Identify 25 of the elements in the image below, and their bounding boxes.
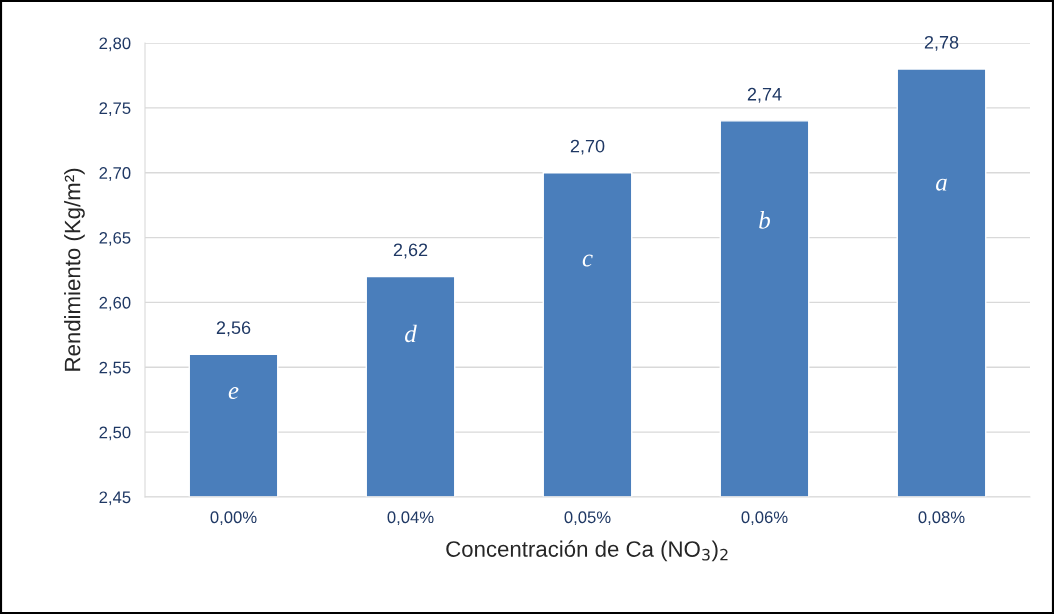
annotation: a <box>936 178 947 191</box>
x-tick-label: 0,06% <box>741 511 788 526</box>
y-tick-label: 2,60 <box>99 296 131 311</box>
annotation: d <box>405 324 417 343</box>
y-tick-label: 2,65 <box>99 231 131 246</box>
data-label: 2,56 <box>216 321 251 337</box>
x-tick-label: 0,08% <box>918 511 965 526</box>
annotation: e <box>228 387 239 400</box>
data-label: 2,62 <box>393 243 428 259</box>
y-tick-label: 2,80 <box>99 37 131 52</box>
x-tick-label: 0,05% <box>564 511 611 526</box>
y-tick-label: 2,50 <box>99 426 131 441</box>
data-label: 2,78 <box>924 35 959 51</box>
y-tick-label: 2,75 <box>99 102 131 117</box>
y-tick-label: 2,45 <box>99 491 131 506</box>
data-label: 2,70 <box>570 139 605 155</box>
x-tick-label: 0,04% <box>387 511 434 526</box>
annotation: c <box>582 254 593 267</box>
x-axis-title: Concentración de Ca (NO$_{3}$)$_{2}$ <box>446 540 728 562</box>
data-label: 2,74 <box>747 87 782 103</box>
y-tick-label: 2,55 <box>99 361 131 376</box>
x-tick-label: 0,00% <box>210 511 257 526</box>
y-tick-label: 2,70 <box>99 167 131 181</box>
annotation: b <box>759 211 770 229</box>
y-axis-title: Rendimiento (Kg/m²) <box>64 168 85 371</box>
